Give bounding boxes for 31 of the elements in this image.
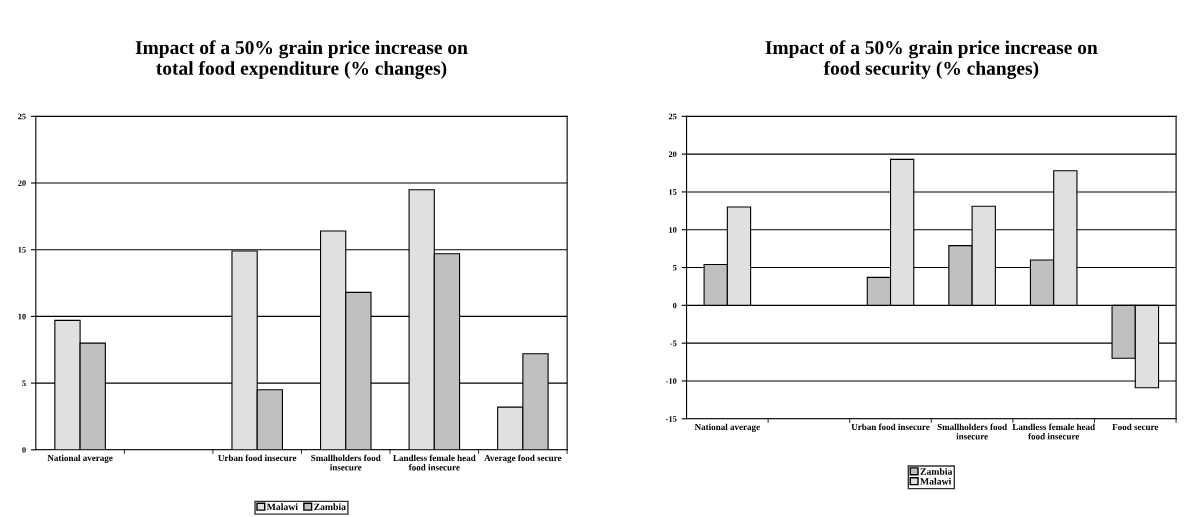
legend-label: Malawi [920,477,952,485]
y-tick-label: 25 [18,113,26,120]
y-tick-label: 5 [672,264,677,271]
y-tick-label: 20 [18,180,26,186]
x-tick-label: Smallholders food insecure [311,454,381,471]
x-tick-label: National average [694,423,760,432]
chart-title: Impact of a 50% grain price increase on food security (% changes) [765,40,1098,79]
y-tick-label: 0 [22,447,26,453]
y-tick-label: -15 [666,416,677,422]
y-tick-label: 15 [669,189,677,195]
y-tick-label: 25 [668,113,677,120]
legend-label: Malawi [266,503,298,511]
chart-title: Impact of a 50% grain price increase on total food expenditure (% changes) [135,40,468,79]
y-tick-label: 10 [18,313,26,320]
y-tick-label: 10 [669,227,677,233]
legend-label: Zambia [314,503,346,511]
y-tick-label: -5 [670,340,677,347]
legend-label: Zambia [920,467,953,475]
x-tick-label: Average food secure [484,454,562,463]
x-tick-label: Landless female head food insecure [1012,423,1095,440]
x-tick-label: Urban food insecure [851,423,930,431]
x-tick-label: Smallholders food insecure [937,423,1007,440]
x-tick-label: Landless female head food insecure [393,454,476,471]
y-tick-label: 20 [668,151,677,158]
x-tick-label: National average [47,454,113,463]
y-tick-label: 5 [22,380,26,387]
x-tick-label: Urban food insecure [218,454,297,462]
x-tick-label: Food secure [1112,423,1159,431]
y-tick-label: 15 [18,247,26,253]
y-tick-label: -10 [666,378,677,384]
y-tick-label: 0 [672,302,677,309]
